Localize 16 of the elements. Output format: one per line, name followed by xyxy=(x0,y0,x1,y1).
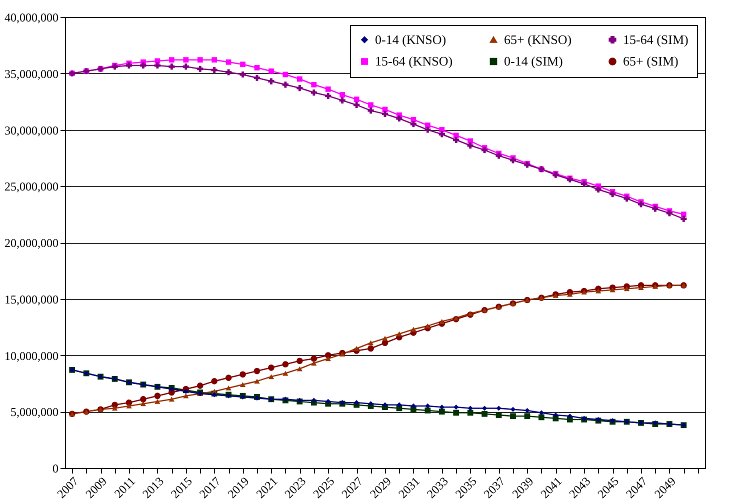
y-tick-label: 30,000,000 xyxy=(4,123,58,138)
legend-label: 15-64 (KNSO) xyxy=(375,54,453,68)
y-tick-label: 20,000,000 xyxy=(4,236,58,250)
legend-label: 0-14 (KNSO) xyxy=(375,32,446,47)
legend-label: 65+ (SIM) xyxy=(623,54,678,68)
y-tick-label: 5,000,000 xyxy=(10,405,58,420)
y-tick-label: 35,000,000 xyxy=(4,66,58,81)
legend-label: 65+ (KNSO) xyxy=(504,32,572,47)
legend-label: 0-14 (SIM) xyxy=(504,54,563,68)
y-tick-label: 25,000,000 xyxy=(4,180,58,194)
x-tick-label: 2011 xyxy=(111,474,138,501)
y-tick-label: 15,000,000 xyxy=(4,292,58,306)
y-tick-label: 40,000,000 xyxy=(4,10,58,24)
y-tick-label: 0 xyxy=(52,462,58,476)
y-tick-label: 10,000,000 xyxy=(4,348,58,363)
legend-label: 15-64 (SIM) xyxy=(623,32,688,47)
